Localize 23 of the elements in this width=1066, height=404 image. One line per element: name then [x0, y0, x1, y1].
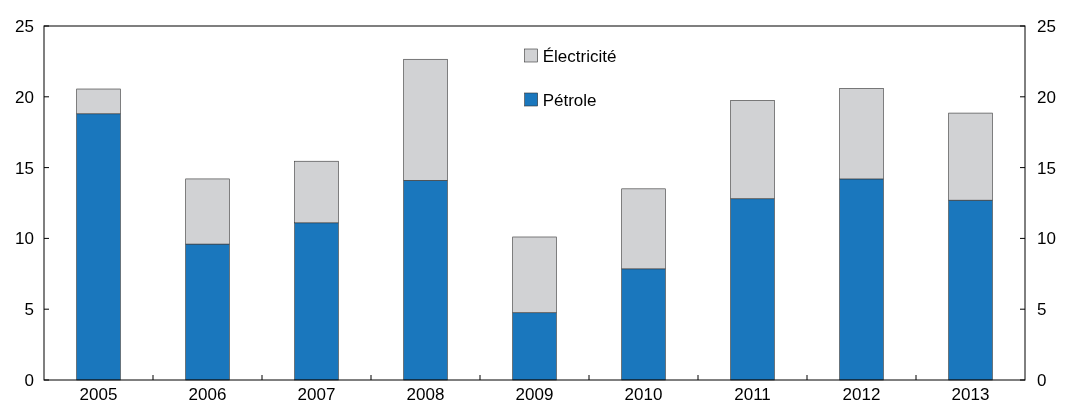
y2-tick-label: 10 — [1037, 229, 1056, 249]
y2-tick-label: 25 — [1037, 16, 1056, 36]
legend-label: Pétrole — [542, 90, 597, 110]
x-tick-label: 2008 — [406, 385, 445, 404]
y-tick-label: 20 — [15, 87, 34, 107]
y-tick-label: 25 — [15, 16, 34, 36]
x-tick-label: 2011 — [734, 385, 771, 404]
x-tick-label: 2007 — [297, 385, 336, 404]
x-tick-label: 2009 — [515, 385, 554, 404]
x-tick-label: 2012 — [842, 385, 881, 404]
y2-tick-label: 20 — [1037, 87, 1056, 107]
y-tick-label: 10 — [15, 229, 34, 249]
x-tick-label: 2006 — [188, 385, 227, 404]
x-tick-label: 2010 — [624, 385, 663, 404]
y-tick-label: 15 — [15, 158, 34, 178]
y-tick-label: 0 — [24, 370, 34, 390]
y2-tick-label: 0 — [1037, 370, 1047, 390]
y-tick-label: 5 — [24, 300, 34, 320]
legend-label: Électricité — [542, 46, 617, 66]
x-tick-label: 2005 — [79, 385, 118, 404]
x-tick-label: 2013 — [951, 385, 990, 404]
y2-tick-label: 15 — [1037, 158, 1056, 178]
y2-tick-label: 5 — [1037, 300, 1047, 320]
